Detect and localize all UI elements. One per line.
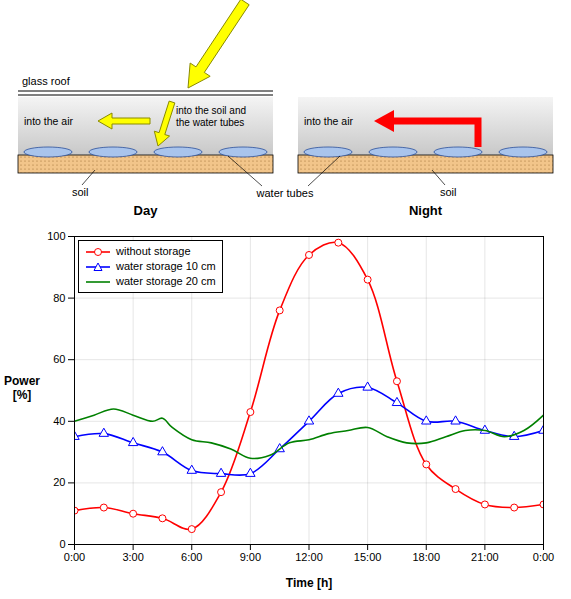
svg-text:into the air: into the air [304, 115, 354, 127]
svg-text:18:00: 18:00 [412, 551, 440, 563]
svg-text:6:00: 6:00 [181, 551, 202, 563]
html-text:water storage 10 cm: water storage 10 cm [116, 260, 216, 272]
svg-text:Night: Night [409, 203, 443, 218]
svg-text:9:00: 9:00 [240, 551, 261, 563]
svg-text:40: 40 [53, 415, 65, 427]
svg-text:20: 20 [53, 476, 65, 488]
svg-text:soil: soil [440, 186, 457, 198]
svg-text:60: 60 [53, 353, 65, 365]
svg-text:100: 100 [47, 230, 65, 242]
html-text:water storage 20 cm: water storage 20 cm [116, 275, 216, 287]
html-text:without storage: without storage [116, 245, 191, 257]
svg-text:into the soil and: into the soil and [176, 105, 246, 116]
svg-text:0: 0 [59, 538, 65, 550]
svg-text:12:00: 12:00 [295, 551, 323, 563]
svg-text:0:00: 0:00 [64, 551, 85, 563]
svg-text:3:00: 3:00 [122, 551, 143, 563]
svg-text:glass roof: glass roof [22, 75, 71, 87]
svg-text:0:00: 0:00 [533, 551, 554, 563]
svg-text:15:00: 15:00 [354, 551, 382, 563]
svg-text:80: 80 [53, 292, 65, 304]
svg-text:Time [h]: Time [h] [286, 576, 332, 590]
svg-text:into the air: into the air [24, 115, 74, 127]
svg-text:soil: soil [72, 186, 89, 198]
svg-text:water tubes: water tubes [256, 187, 314, 199]
svg-text:21:00: 21:00 [471, 551, 499, 563]
html-text:Power [%]: Power [%] [4, 374, 40, 402]
svg-text:the water tubes: the water tubes [176, 117, 244, 128]
svg-text:Day: Day [134, 203, 159, 218]
